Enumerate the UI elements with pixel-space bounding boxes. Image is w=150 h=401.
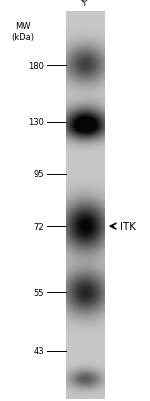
Text: 72: 72	[34, 222, 44, 231]
Text: ITK: ITK	[120, 222, 136, 231]
Text: 130: 130	[28, 118, 44, 127]
Text: Jurkat: Jurkat	[79, 0, 104, 6]
Text: 43: 43	[34, 346, 44, 355]
Text: 95: 95	[34, 170, 44, 179]
Text: 55: 55	[34, 288, 44, 297]
Text: 180: 180	[28, 62, 44, 71]
Text: MW
(kDa): MW (kDa)	[12, 22, 35, 41]
